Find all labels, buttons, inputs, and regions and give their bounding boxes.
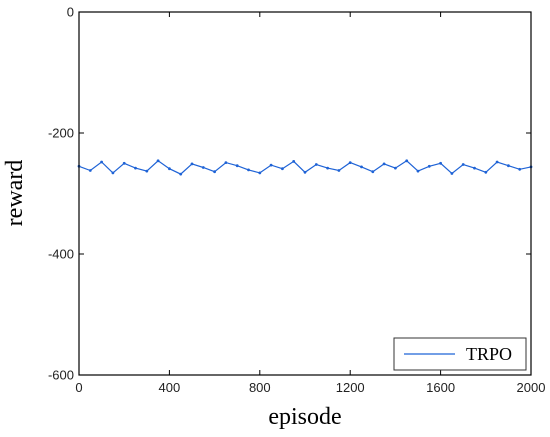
data-point bbox=[507, 164, 510, 168]
legend-label-trpo: TRPO bbox=[466, 344, 512, 364]
data-point bbox=[190, 162, 194, 166]
y-tick-label: -200 bbox=[48, 126, 74, 141]
plot-frame bbox=[78, 11, 532, 376]
ticks-layer bbox=[78, 11, 532, 376]
data-point bbox=[484, 170, 488, 174]
data-point bbox=[269, 163, 273, 167]
data-point bbox=[100, 160, 103, 164]
data-point bbox=[145, 169, 149, 173]
y-axis-title: reward bbox=[2, 160, 28, 227]
data-point bbox=[518, 167, 522, 171]
data-point bbox=[495, 160, 499, 164]
data-point bbox=[337, 169, 341, 172]
data-point bbox=[122, 161, 126, 165]
data-point bbox=[201, 166, 205, 169]
x-tick-label: 0 bbox=[75, 380, 82, 395]
data-point bbox=[427, 164, 431, 168]
y-tick-label: -600 bbox=[48, 368, 74, 383]
data-point bbox=[88, 169, 92, 172]
y-tick-label: 0 bbox=[67, 5, 74, 20]
data-point bbox=[326, 166, 329, 170]
data-point bbox=[394, 166, 397, 170]
x-tick-label: 1200 bbox=[336, 380, 365, 395]
x-axis-title: episode bbox=[268, 404, 341, 430]
data-point bbox=[168, 167, 171, 171]
y-tick-label: -400 bbox=[48, 247, 74, 262]
data-point bbox=[314, 163, 318, 166]
data-point bbox=[292, 160, 296, 163]
data-point bbox=[224, 161, 228, 165]
tick-labels-layer: 0 400 800 1200 1600 2000 0 -200 -400 -600 bbox=[48, 5, 545, 396]
data-point bbox=[382, 162, 386, 166]
data-point bbox=[405, 159, 409, 163]
data-point bbox=[247, 168, 250, 172]
data-point bbox=[450, 172, 454, 175]
data-point bbox=[473, 166, 476, 170]
legend: TRPO bbox=[393, 337, 527, 371]
data-point bbox=[348, 161, 352, 165]
data-point bbox=[303, 170, 307, 174]
data-point bbox=[134, 166, 137, 170]
x-tick-label: 800 bbox=[249, 380, 271, 395]
data-point bbox=[235, 164, 239, 168]
data-point bbox=[416, 169, 420, 173]
x-tick-label: 400 bbox=[159, 380, 181, 395]
data-point bbox=[258, 171, 262, 175]
data-point bbox=[439, 161, 442, 165]
data-point bbox=[179, 172, 183, 176]
data-point bbox=[371, 170, 375, 174]
x-tick-label: 1600 bbox=[426, 380, 455, 395]
data-point bbox=[461, 163, 465, 166]
data-point bbox=[281, 167, 284, 171]
data-point bbox=[213, 170, 217, 174]
data-point bbox=[360, 165, 363, 169]
x-tick-label: 2000 bbox=[517, 380, 546, 395]
series-layer bbox=[77, 159, 533, 176]
data-point bbox=[111, 171, 115, 175]
data-point bbox=[156, 159, 160, 163]
